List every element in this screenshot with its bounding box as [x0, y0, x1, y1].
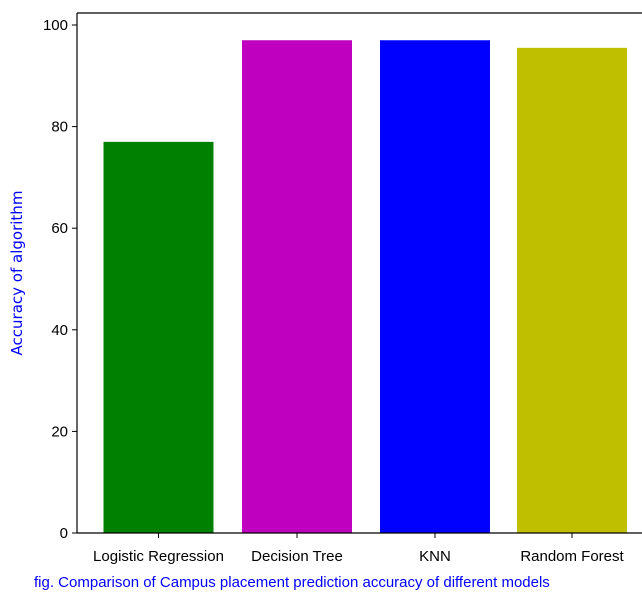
y-tick-label: 0: [60, 525, 68, 542]
y-tick-label: 80: [51, 119, 68, 136]
bar-random-forest: [517, 47, 627, 534]
bar-logistic-regression: [103, 141, 214, 533]
bar-decision-tree: [242, 40, 352, 534]
y-tick-label: 60: [51, 220, 68, 237]
y-tick-label: 100: [43, 17, 68, 34]
x-tick-label: Random Forest: [520, 548, 624, 565]
x-tick-label: Logistic Regression: [93, 548, 224, 565]
bar-knn: [380, 40, 490, 534]
y-axis-label: Accuracy of algorithm: [8, 191, 26, 356]
figure-caption: fig. Comparison of Campus placement pred…: [34, 574, 550, 591]
x-axis-ticks: Logistic Regression Decision Tree KNN Rando…: [93, 533, 625, 565]
x-tick-label: KNN: [419, 548, 451, 565]
x-tick-label: Decision Tree: [251, 548, 343, 565]
y-tick-label: 20: [51, 423, 68, 440]
y-tick-label: 40: [51, 322, 68, 339]
bars-group: [103, 40, 627, 534]
y-axis-ticks: 0 20 40 60 80 100: [43, 17, 77, 542]
